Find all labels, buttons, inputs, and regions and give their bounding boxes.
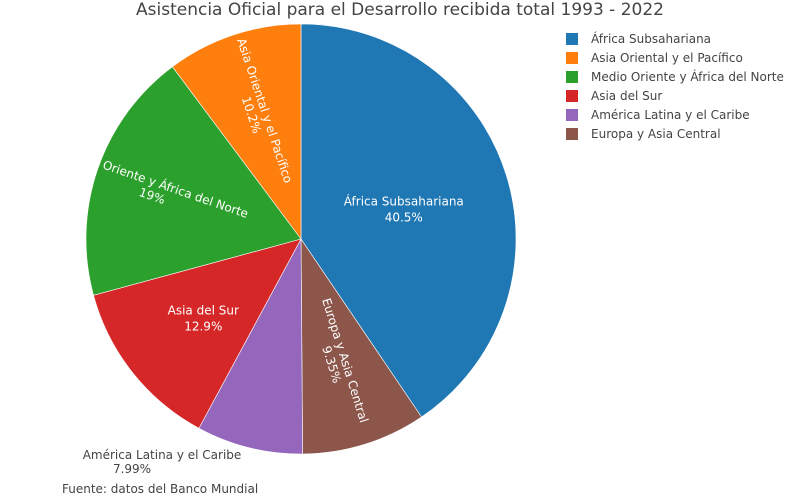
pie-label-africa-subsahariana: África Subsahariana 40.5%: [344, 193, 464, 224]
legend-swatch-asia-oriental-y-el-pacifico: [566, 52, 578, 64]
legend-label-europa-y-asia-central: Europa y Asia Central: [591, 127, 721, 141]
pie-slices: [85, 23, 517, 455]
legend-label-medio-oriente-y-africa-del-norte: Medio Oriente y África del Norte: [591, 69, 784, 84]
legend-swatch-africa-subsahariana: [566, 33, 578, 45]
legend-item-africa-subsahariana[interactable]: África Subsahariana: [566, 31, 711, 46]
pie-slice-asia-del-sur[interactable]: [93, 238, 302, 429]
legend-item-asia-oriental-y-el-pacifico[interactable]: Asia Oriental y el Pacífico: [566, 51, 743, 65]
source-note: Fuente: datos del Banco Mundial: [62, 482, 258, 494]
legend-label-africa-subsahariana: África Subsahariana: [591, 31, 711, 46]
pie-slice-africa-subsahariana[interactable]: [300, 23, 517, 418]
chart-title: Asistencia Oficial para el Desarrollo re…: [136, 0, 664, 20]
pie-slice-medio-oriente-y-africa-del-norte[interactable]: [85, 66, 302, 296]
pie-slice-europa-y-asia-central[interactable]: [300, 238, 422, 455]
legend-swatch-america-latina-y-el-caribe: [566, 109, 578, 121]
legend-label-asia-del-sur: Asia del Sur: [591, 89, 662, 103]
legend-swatch-europa-y-asia-central: [566, 128, 578, 140]
legend-label-america-latina-y-el-caribe: América Latina y el Caribe: [591, 108, 750, 122]
pie-label-asia-del-sur: Asia del Sur 12.9%: [168, 303, 239, 333]
pie-label-america-latina-y-el-caribe: América Latina y el Caribe 7.99%: [83, 448, 242, 476]
legend-item-america-latina-y-el-caribe[interactable]: América Latina y el Caribe: [566, 108, 750, 122]
pie-slice-asia-oriental-y-el-pacifico[interactable]: [171, 23, 302, 240]
legend-swatch-asia-del-sur: [566, 90, 578, 102]
legend-item-medio-oriente-y-africa-del-norte[interactable]: Medio Oriente y África del Norte: [566, 69, 784, 84]
legend-label-asia-oriental-y-el-pacifico: Asia Oriental y el Pacífico: [591, 51, 743, 65]
legend-swatch-medio-oriente-y-africa-del-norte: [566, 71, 578, 83]
legend[interactable]: África Subsahariana Asia Oriental y el Pa…: [566, 31, 784, 141]
legend-item-asia-del-sur[interactable]: Asia del Sur: [566, 89, 662, 103]
pie-slice-america-latina-y-el-caribe[interactable]: [198, 238, 303, 455]
legend-item-europa-y-asia-central[interactable]: Europa y Asia Central: [566, 127, 721, 141]
